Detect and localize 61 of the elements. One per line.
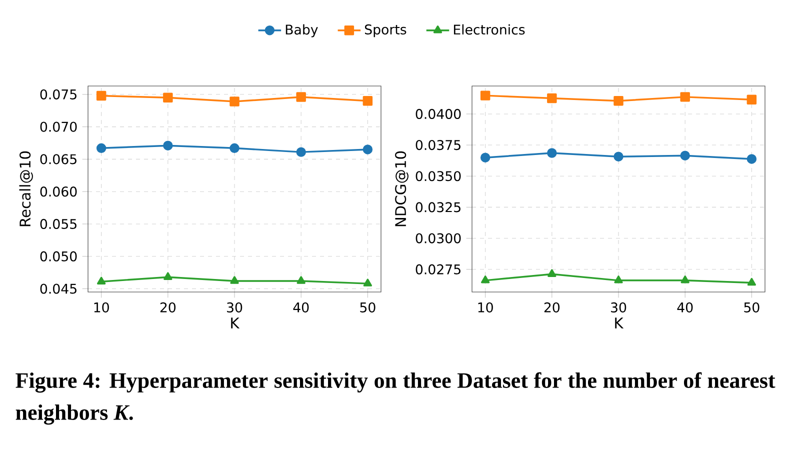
y-tick-label: 0.050 [40, 251, 77, 262]
point [747, 278, 756, 286]
x-tick-label: 10 [94, 302, 109, 312]
y-tick-label: 0.0325 [416, 202, 460, 212]
legend-label: Sports [364, 24, 406, 38]
x-tick-label: 20 [544, 302, 560, 312]
x-tick-label: 40 [677, 302, 693, 312]
y-tick-label: 0.065 [40, 154, 76, 164]
point [96, 143, 106, 154]
legend-label: Baby [286, 24, 318, 38]
y-tick-label: 0.0375 [416, 140, 460, 150]
point [230, 96, 240, 106]
x-axis-title: K [231, 318, 240, 328]
y-axis-title: Recall@10 [19, 151, 33, 226]
point [548, 269, 556, 277]
legend-label: Electronics [454, 24, 525, 35]
point [230, 143, 240, 154]
point [296, 276, 306, 284]
point [746, 94, 757, 105]
point [362, 96, 373, 106]
point [230, 276, 239, 284]
point [480, 276, 490, 284]
x-tick-label: 20 [160, 302, 176, 312]
x-tick-label: 10 [478, 302, 493, 312]
y-axis-title: NDCG@10 [395, 151, 408, 226]
x-tick-label: 50 [360, 302, 376, 312]
point [614, 276, 623, 284]
point [680, 92, 690, 102]
point [96, 90, 106, 101]
y-tick-label: 0.0275 [416, 264, 460, 274]
point [680, 150, 690, 160]
caption: Figure 4: Hyperparameter sensitivity on three Dataset for the number of nearest neighbors K. [16, 372, 776, 425]
x-tick-label: 30 [227, 302, 242, 312]
point [480, 90, 490, 100]
y-tick-label: 0.055 [40, 218, 76, 230]
point [164, 272, 172, 280]
point [547, 93, 557, 104]
y-tick-label: 0.0400 [416, 108, 461, 120]
point [163, 140, 173, 150]
point [480, 152, 490, 162]
x-tick-label: 50 [744, 302, 760, 312]
x-axis-title: K [615, 318, 624, 328]
point [96, 276, 106, 284]
point [746, 154, 757, 164]
point [614, 152, 624, 162]
x-tick-label: 30 [611, 302, 626, 312]
point [680, 276, 690, 284]
point [362, 144, 373, 154]
point [547, 148, 557, 158]
y-tick-label: 0.075 [40, 89, 76, 100]
x-tick-label: 40 [293, 302, 309, 312]
point [296, 92, 306, 102]
y-tick-label: 0.045 [40, 284, 76, 294]
point [363, 278, 372, 286]
y-tick-label: 0.070 [40, 122, 77, 132]
y-tick-label: 0.0350 [416, 171, 461, 182]
point [296, 147, 306, 157]
y-tick-label: 0.060 [40, 186, 77, 197]
y-tick-label: 0.0300 [416, 233, 461, 244]
point [614, 96, 624, 106]
point [163, 92, 173, 103]
